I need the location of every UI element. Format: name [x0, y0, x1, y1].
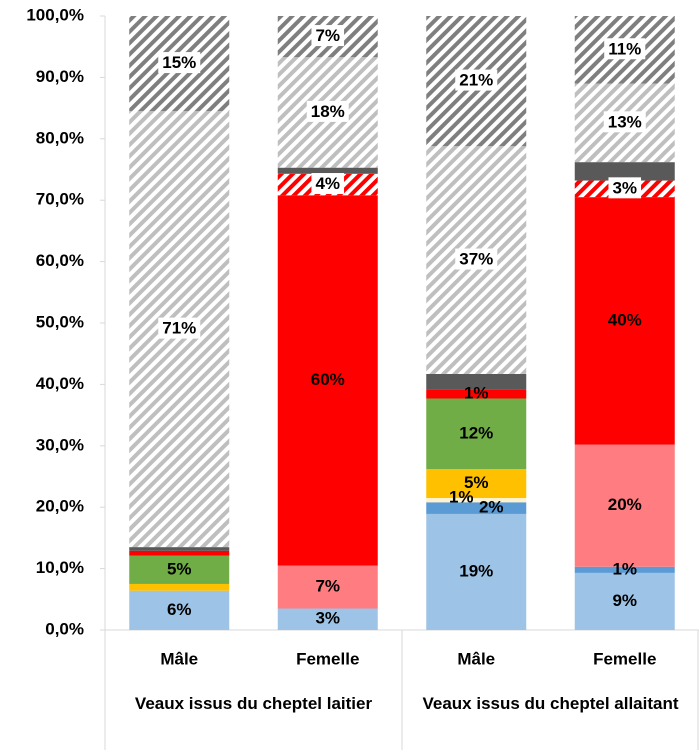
data-label: 15% [162, 53, 196, 72]
label-box [311, 173, 345, 195]
data-label: 3% [315, 609, 340, 628]
bar-segment [574, 572, 675, 630]
data-label: 1% [464, 384, 489, 403]
bar-segment [277, 608, 378, 630]
label-box [311, 25, 345, 47]
y-tick-label: 40,0% [36, 374, 84, 393]
group-label: Veaux issus du cheptel allaitant [422, 694, 679, 713]
x-tick-label: Femelle [296, 649, 359, 668]
y-tick-label: 90,0% [36, 67, 84, 86]
y-tick-label: 60,0% [36, 251, 84, 270]
data-label: 13% [608, 112, 642, 131]
x-tick-label: Mâle [457, 649, 495, 668]
bar-segment [129, 590, 230, 630]
data-label: 1% [612, 559, 637, 578]
data-label: 20% [608, 495, 642, 514]
data-label: 11% [608, 39, 641, 58]
label-box [455, 248, 498, 270]
label-box [158, 52, 201, 74]
bar-segment [574, 197, 675, 445]
label-box [604, 38, 646, 60]
y-tick-label: 20,0% [36, 497, 84, 516]
label-box [306, 100, 349, 122]
data-label: 40% [608, 310, 642, 329]
data-label: 37% [459, 250, 493, 269]
y-tick-label: 100,0% [26, 5, 84, 24]
bar-segment [574, 566, 675, 573]
data-label: 7% [315, 26, 340, 45]
data-label: 19% [459, 561, 493, 580]
label-box [603, 111, 646, 133]
bar-segment [277, 565, 378, 609]
data-label: 71% [162, 319, 196, 338]
bar-segment [426, 398, 527, 470]
data-label: 18% [311, 102, 345, 121]
y-tick-label: 70,0% [36, 190, 84, 209]
data-label: 9% [612, 591, 637, 610]
bar-segment [426, 469, 527, 498]
data-label: 6% [167, 600, 192, 619]
bar-segment [129, 555, 230, 584]
group-label-box: Veaux issus du cheptel laitier [134, 694, 373, 713]
bar-segment [426, 389, 527, 399]
bar-segment [277, 167, 378, 174]
label-box [455, 69, 498, 91]
label-box [608, 177, 642, 199]
y-tick-label: 0,0% [45, 619, 84, 638]
label-box [158, 317, 201, 339]
bar-segment [426, 497, 527, 503]
group-label-box: Veaux issus du cheptel allaitant [422, 694, 679, 713]
bar-segment [574, 162, 675, 181]
bar-segment [426, 373, 527, 390]
y-tick-label: 30,0% [36, 435, 84, 454]
y-tick-label: 50,0% [36, 312, 84, 331]
bar-segment [277, 195, 378, 566]
data-label: 5% [464, 473, 489, 492]
bar-segment [426, 502, 527, 514]
data-label: 2% [479, 498, 504, 517]
data-label: 5% [167, 559, 192, 578]
data-label: 1% [449, 488, 474, 507]
data-label: 7% [315, 577, 340, 596]
data-label: 3% [612, 178, 637, 197]
bar-segment [129, 547, 230, 551]
y-tick-label: 80,0% [36, 128, 84, 147]
data-label: 4% [315, 174, 340, 193]
bar-segment [129, 550, 230, 556]
bar-segment [129, 583, 230, 591]
data-label: 12% [459, 423, 493, 442]
y-tick-label: 10,0% [36, 558, 84, 577]
x-tick-label: Mâle [160, 649, 198, 668]
data-label: 21% [459, 71, 493, 90]
group-label: Veaux issus du cheptel laitier [134, 694, 373, 713]
data-label: 60% [311, 370, 345, 389]
x-tick-label: Femelle [593, 649, 656, 668]
bar-segment [574, 444, 675, 567]
bar-segment [426, 513, 527, 630]
